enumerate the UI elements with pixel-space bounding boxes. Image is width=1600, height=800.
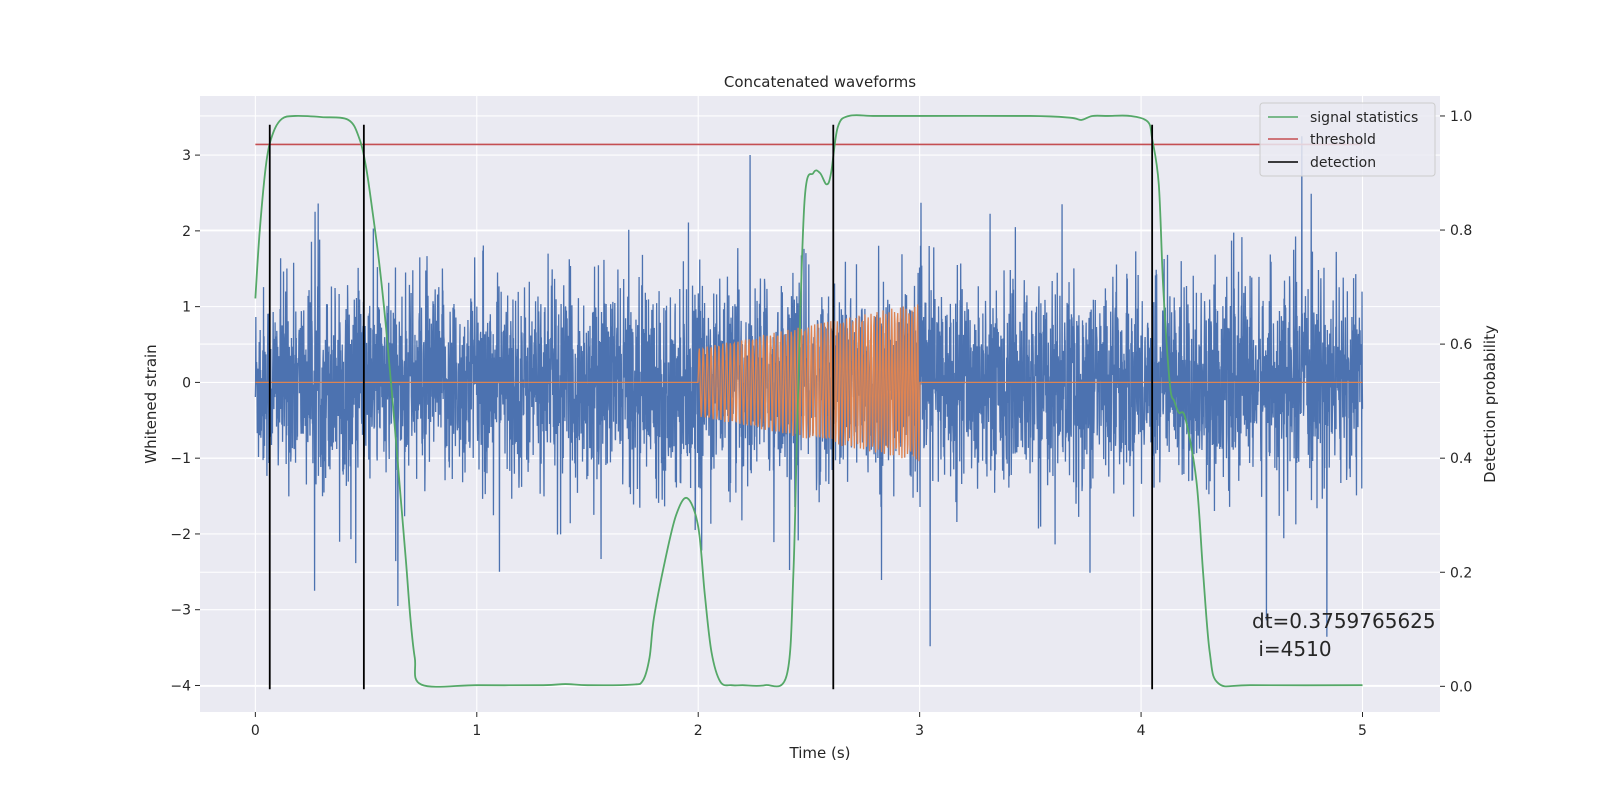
y2-axis-label: Detection probability [1481, 325, 1499, 483]
x-tick-label: 1 [472, 723, 481, 739]
y-tick-label: −3 [170, 603, 191, 619]
y-tick-label: −4 [170, 678, 191, 694]
y2-tick-label: 1.0 [1450, 109, 1472, 125]
y2-tick-label: 0.4 [1450, 451, 1472, 467]
x-tick-label: 5 [1358, 723, 1367, 739]
y-tick-label: −2 [170, 527, 191, 543]
injected-waveform-series [255, 304, 1363, 462]
chart-title: Concatenated waveforms [724, 73, 916, 91]
y-tick-label: −1 [170, 451, 191, 467]
y2-tick-label: 0.8 [1450, 223, 1472, 239]
annotation-dt: dt=0.3759765625 [1252, 609, 1436, 633]
ticks: 0 1 2 3 4 5 −4 −3 −2 −1 0 1 2 3 0.0 0.2 0.4 0.6 0.8 1.0 [170, 109, 1472, 739]
series-layer [254, 114, 1364, 690]
annotation-index: i=4510 [1252, 637, 1332, 661]
legend: signal statistics threshold detection [1259, 102, 1436, 177]
y2-tick-label: 0.2 [1450, 565, 1472, 581]
y-tick-label: 1 [182, 300, 191, 316]
signal-statistics-series [254, 114, 1363, 688]
x-tick-label: 0 [251, 723, 260, 739]
x-tick-label: 3 [915, 723, 924, 739]
x-tick-label: 4 [1137, 723, 1146, 739]
legend-label-detection: detection [1310, 155, 1376, 171]
y2-tick-label: 0.0 [1450, 679, 1472, 695]
y-tick-label: 2 [182, 224, 191, 240]
x-tick-label: 2 [694, 723, 703, 739]
y-tick-label: 3 [182, 148, 191, 164]
y2-tick-label: 0.6 [1450, 337, 1472, 353]
y-tick-label: 0 [182, 375, 191, 391]
y-axis-label: Whitened strain [142, 344, 160, 463]
annotation: dt=0.3759765625 i=4510 [1252, 609, 1436, 661]
x-axis-label: Time (s) [789, 744, 851, 762]
legend-box [1259, 102, 1436, 177]
legend-label-threshold: threshold [1310, 132, 1376, 148]
legend-label-signal-statistics: signal statistics [1310, 110, 1418, 126]
